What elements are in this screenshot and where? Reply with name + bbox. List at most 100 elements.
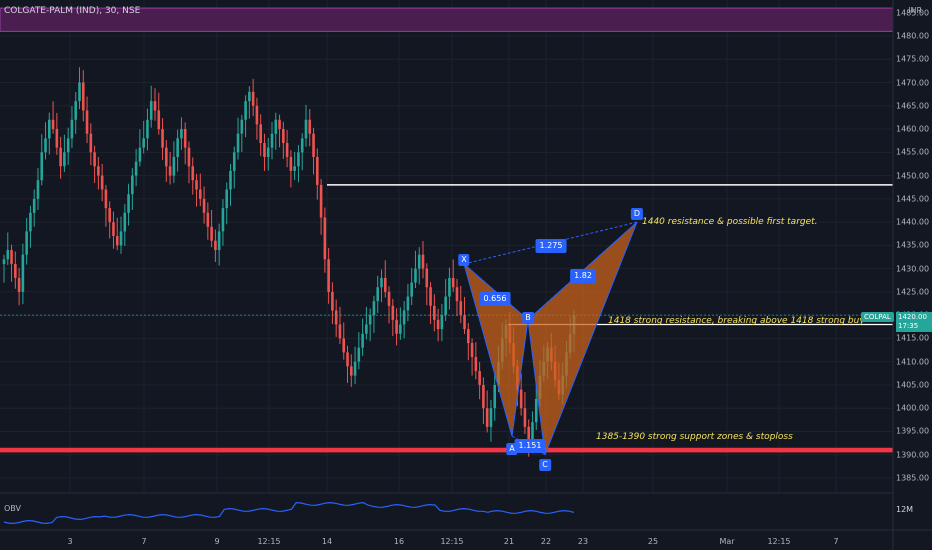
support-annotation: 1385-1390 strong support zones & stoplos… [596, 432, 793, 442]
candle-body [414, 268, 417, 283]
candle-body [63, 152, 66, 167]
candle-body [270, 133, 274, 148]
candle-body [232, 152, 236, 171]
candle-body [70, 119, 74, 139]
candle-body [353, 361, 357, 376]
price-tick-label: 1435.00 [896, 240, 930, 250]
candle-body [153, 101, 157, 111]
current-price-tag: 1420.00 17:35 [896, 312, 932, 332]
candle-body [346, 352, 349, 367]
candle-body [478, 370, 481, 385]
grid [0, 0, 893, 493]
candle-body [251, 91, 255, 106]
candle-body [89, 133, 93, 153]
candle-body [112, 222, 115, 237]
candle-body [493, 384, 497, 409]
candle-body [278, 119, 281, 130]
candle-body [266, 147, 270, 157]
candle-body [425, 268, 429, 288]
candle-body [433, 305, 436, 320]
candle-body [36, 180, 40, 199]
candle-body [383, 277, 387, 292]
candle-body [32, 198, 36, 213]
candle-body [168, 166, 172, 176]
candle-body [395, 319, 398, 334]
candle-body [436, 319, 440, 330]
point-b-label: B [522, 312, 534, 324]
candle-body [180, 129, 183, 139]
price-tick-label: 1485.00 [896, 8, 930, 18]
price-tick-label: 1395.00 [896, 426, 930, 436]
point-d-label: D [630, 208, 644, 220]
obv-line [3, 501, 575, 525]
candle-body [206, 212, 210, 227]
time-tick-label: 9 [214, 537, 220, 546]
price-tick-label: 1400.00 [896, 403, 930, 413]
candle-body [240, 119, 244, 134]
candle-body [285, 143, 289, 157]
candle-body [485, 408, 489, 427]
candle-body [406, 296, 410, 311]
candle-body [391, 305, 395, 320]
candle-body [440, 315, 444, 330]
harmonic-pattern [463, 221, 638, 456]
candle-body [312, 133, 315, 157]
candle-body [66, 138, 70, 153]
candle-body [6, 250, 10, 260]
candle-body [274, 119, 278, 134]
candle-body [123, 212, 127, 232]
candle-body [368, 315, 372, 325]
price-tick-label: 1475.00 [896, 54, 930, 64]
candle-body [349, 366, 353, 376]
candle-body [259, 124, 262, 144]
candle-body [172, 156, 176, 176]
candle-body [78, 82, 81, 102]
candle-body [217, 231, 221, 251]
candle-body [104, 189, 108, 209]
candle-body [319, 184, 323, 218]
current-price-value: 1420.00 [898, 313, 927, 321]
candle-body [357, 347, 361, 362]
candle-body [399, 324, 402, 334]
price-tick-label: 1425.00 [896, 287, 930, 297]
price-tick-label: 1385.00 [896, 473, 930, 483]
candle-body [142, 138, 145, 148]
candle-body [14, 263, 17, 278]
candle-body [304, 119, 308, 139]
pattern-xb-line [463, 263, 529, 321]
candle-body [474, 357, 478, 371]
point-a-label: A [506, 443, 518, 455]
obv-pane-label[interactable]: OBV [4, 504, 22, 513]
candle-body [365, 324, 368, 334]
candle-body [387, 291, 391, 306]
point-x-label: X [458, 254, 470, 266]
candle-body [221, 208, 225, 232]
candle-body [2, 259, 6, 264]
price-tick-label: 1465.00 [896, 101, 930, 111]
price-tick-label: 1440.00 [896, 217, 930, 227]
candle-body [93, 152, 96, 167]
candle-body [229, 170, 232, 190]
candle-body [210, 226, 213, 241]
candle-body [81, 82, 85, 111]
candle-body [323, 217, 327, 260]
candle-body [429, 287, 432, 306]
time-tick-label: 16 [393, 537, 405, 546]
candle-body [421, 254, 425, 269]
candle-body [316, 156, 319, 185]
candle-body [308, 119, 312, 134]
time-tick-label: 12:15 [767, 537, 791, 546]
symbol-title[interactable]: COLGATE-PALM (IND), 30, NSE [4, 6, 141, 16]
candle-body [131, 175, 134, 195]
candle-body [297, 152, 300, 167]
candle-body [282, 129, 285, 144]
pattern-bd-line [527, 221, 638, 321]
candle-body [21, 254, 25, 292]
candle-body [55, 129, 59, 148]
candle-body [448, 277, 451, 297]
currency-label: INR [908, 6, 922, 15]
candle-body [338, 324, 342, 339]
candle-body [459, 301, 463, 316]
ratio-xad: 1.275 [535, 239, 567, 253]
